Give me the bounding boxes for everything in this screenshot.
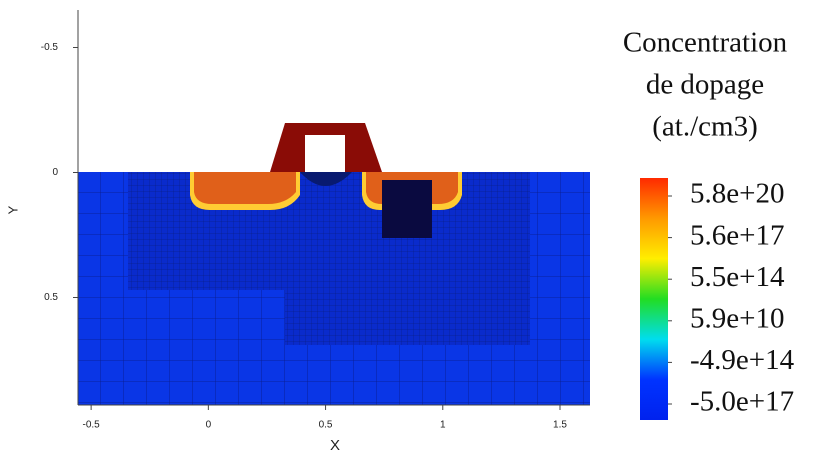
source-core — [194, 172, 296, 204]
channel — [300, 172, 352, 186]
x-label: X — [330, 437, 340, 454]
colorbar-label: 5.6e+17 — [690, 219, 784, 251]
title-line: (at./cm3) — [652, 111, 757, 143]
y-label: Y — [5, 205, 20, 214]
pocket — [382, 180, 432, 238]
colorbar — [640, 178, 668, 420]
x-tick-label: 1 — [440, 420, 446, 431]
colorbar-label: 5.9e+10 — [690, 302, 784, 334]
title-line: Concentration — [623, 27, 788, 59]
title-line: de dopage — [646, 69, 764, 101]
device — [78, 123, 590, 405]
colorbar-label: 5.8e+20 — [690, 178, 784, 210]
x-tick-label: 1.5 — [553, 420, 567, 431]
colorbar-label: -5.0e+17 — [690, 386, 794, 418]
y-tick-label: -0.5 — [41, 42, 59, 53]
x-tick-label: 0.5 — [319, 420, 333, 431]
x-tick-label: 0 — [206, 420, 212, 431]
x-tick-label: -0.5 — [83, 420, 101, 431]
y-tick-label: 0.5 — [44, 292, 58, 303]
colorbar-label: 5.5e+14 — [690, 261, 785, 293]
y-tick-label: 0 — [52, 167, 58, 178]
colorbar-label: -4.9e+14 — [690, 344, 795, 376]
gate-oxide — [305, 135, 345, 172]
